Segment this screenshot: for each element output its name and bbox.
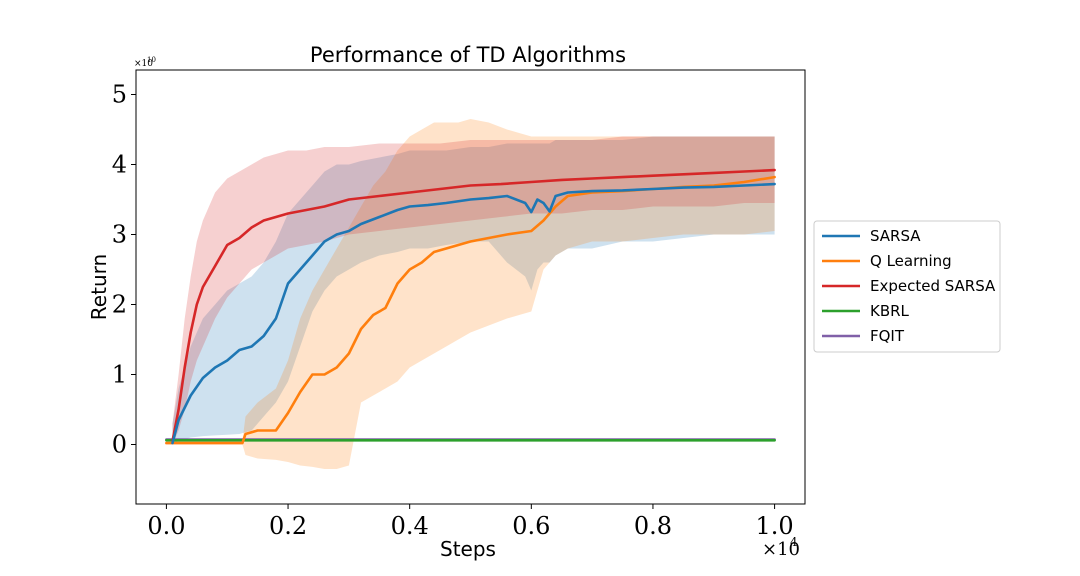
legend: SARSA Q Learning Expected SARSA KBRL FQIT — [813, 220, 1001, 353]
y-scale-label: ×10 — [134, 59, 153, 69]
y-tick-label: 3 — [112, 221, 127, 249]
x-scale-exponent: ×10 4 — [762, 535, 800, 560]
series-lines — [165, 168, 776, 445]
x-scale-label: ×10 — [762, 539, 800, 560]
y-tick-label: 4 — [112, 151, 127, 179]
legend-box — [813, 220, 1001, 353]
band-expected-sarsa — [172, 136, 775, 445]
x-tick-label: 0.2 — [269, 512, 307, 540]
x-axis-ticks: 0.0 0.2 0.4 0.6 0.8 1.0 — [147, 504, 794, 540]
legend-label-fqit: FQIT — [870, 327, 905, 345]
confidence-bands — [166, 119, 775, 469]
x-tick-label: 0.0 — [147, 512, 185, 540]
legend-label-sarsa: SARSA — [870, 227, 921, 245]
x-tick-label: 0.8 — [634, 512, 672, 540]
band-sarsa — [172, 136, 775, 445]
y-tick-label: 0 — [112, 431, 127, 459]
legend-label-expected-sarsa: Expected SARSA — [870, 277, 996, 295]
band-q-learning — [166, 119, 775, 469]
x-axis-label: Steps — [440, 537, 496, 561]
y-tick-label: 1 — [112, 361, 127, 389]
line-expected-sarsa — [171, 168, 776, 443]
y-axis-ticks: 0 1 2 3 4 5 — [112, 81, 136, 459]
x-tick-label: 0.6 — [512, 512, 550, 540]
legend-label-kbrl: KBRL — [870, 302, 910, 320]
y-scale-exp: 10 — [147, 56, 156, 64]
legend-label-q-learning: Q Learning — [870, 252, 952, 270]
y-tick-label: 5 — [112, 81, 127, 109]
y-axis-label: Return — [87, 254, 111, 320]
plot-frame — [135, 69, 806, 505]
y-tick-label: 2 — [112, 291, 127, 319]
x-tick-label: 0.4 — [391, 512, 429, 540]
chart-title: Performance of TD Algorithms — [310, 43, 626, 67]
x-scale-exp: 4 — [790, 535, 798, 549]
x-tick-label: 1.0 — [756, 512, 794, 540]
y-scale-exponent: ×10 10 — [134, 56, 156, 69]
line-sarsa — [171, 182, 776, 445]
